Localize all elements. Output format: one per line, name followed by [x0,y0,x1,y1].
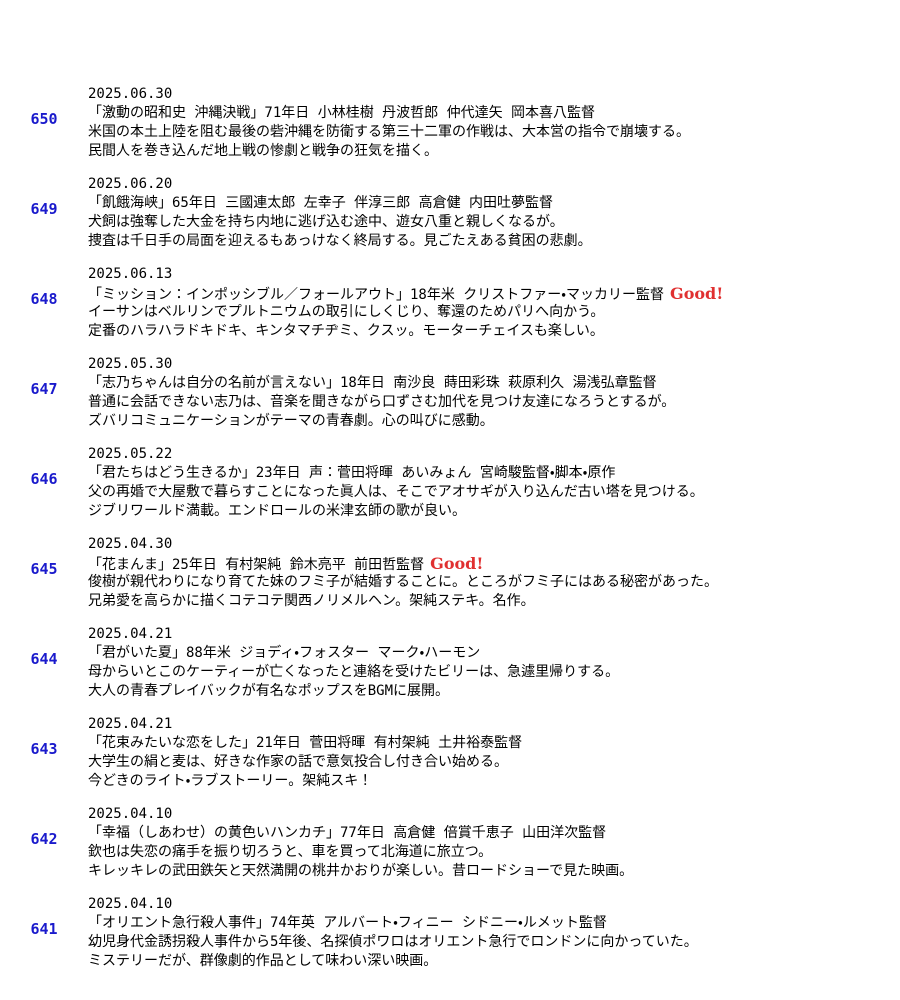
entry-number: 646 [30,470,58,488]
entry-number: 642 [30,830,58,848]
good-badge: Good! [670,284,724,303]
entry-date: 2025.04.10 [88,896,173,912]
entry-description: 母からいとこのケーティーが亡くなったと連絡を受けたビリーは、急遽里帰りする。 [88,664,620,680]
entry-date: 2025.04.21 [88,716,173,732]
entry-title-line: 「激動の昭和史 沖縄決戦」71年日 小林桂樹 丹波哲郎 仲代達矢 岡本喜八監督 [88,104,595,123]
entry-title: 「花束みたいな恋をした」21年日 菅田将暉 有村架純 土井裕泰監督 [88,735,523,751]
entry-number: 650 [30,110,58,128]
entry-description: ジブリワールド満載。エンドロールの米津玄師の歌が良い。 [88,503,466,519]
entry-description: 普通に会話できない志乃は、音楽を聞きながら口ずさむ加代を見つけ友達になろうとする… [88,394,676,410]
entry-date: 2025.06.13 [88,266,173,282]
entry-date: 2025.06.30 [88,86,173,102]
entry-number: 645 [30,560,58,578]
entry-description: 俊樹が親代わりになり育てた妹のフミ子が結婚することに。ところがフミ子にはある秘密… [88,574,718,590]
entry-number: 647 [30,380,58,398]
entry-date: 2025.04.10 [88,806,173,822]
entry-number: 641 [30,920,58,938]
entry-date: 2025.04.30 [88,536,173,552]
entry-date: 2025.05.22 [88,446,173,462]
entry-title-line: 「飢餓海峡」65年日 三國連太郎 左幸子 伴淳三郎 高倉健 内田吐夢監督 [88,194,553,213]
entry-title-line: 「君がいた夏」88年米 ジョディ・フォスター マーク・ハーモン [88,644,480,663]
entry-number: 649 [30,200,58,218]
entry: 642 2025.04.10 「幸福（しあわせ）の黄色いハンカチ」77年日 高倉健 … [0,805,900,895]
entry: 647 2025.05.30 「志乃ちゃんは自分の名前が言えない」18年日 南沙良 … [0,355,900,445]
entry-description: イーサンはベルリンでプルトニウムの取引にしくじり、奪還のためパリへ向かう。 [88,304,605,320]
entry: 641 2025.04.10 「オリエント急行殺人事件」74年英 アルバート・フィニ… [0,895,900,985]
entry-title: 「飢餓海峡」65年日 三國連太郎 左幸子 伴淳三郎 高倉健 内田吐夢監督 [88,195,553,211]
entry-description: キレッキレの武田鉄矢と天然満開の桃井かおりが楽しい。昔ロードショーで見た映画。 [88,863,634,879]
good-badge: Good! [430,554,484,573]
entry-number: 643 [30,740,58,758]
entry-title-line: 「オリエント急行殺人事件」74年英 アルバート・フィニー シドニー・ルメット監督 [88,914,607,933]
entry-list: 650 2025.06.30 「激動の昭和史 沖縄決戦」71年日 小林桂樹 丹波哲郎… [0,85,900,985]
entry-title-line: 「花まんま」25年日 有村架純 鈴木亮平 前田哲監督 Good! [88,554,483,573]
entry-title: 「ミッション：インポッシブル／フォールアウト」18年米 クリストファー・マッカリ… [88,287,665,303]
entry-title-line: 「志乃ちゃんは自分の名前が言えない」18年日 南沙良 蒔田彩珠 萩原利久 湯浅弘… [88,374,657,393]
entry-description: ズバリコミュニケーションがテーマの青春劇。心の叫びに感動。 [88,413,494,429]
entry-description: 兄弟愛を高らかに描くコテコテ関西ノリメルヘン。架純ステキ。名作。 [88,593,535,609]
entry-title-line: 「君たちはどう生きるか」23年日 声：菅田将暉 あいみょん 宮崎駿監督・脚本・原… [88,464,615,483]
entry-description: 欽也は失恋の痛手を振り切ろうと、車を買って北海道に旅立つ。 [88,844,493,860]
entry-date: 2025.04.21 [88,626,173,642]
entry-description: 幼児身代金誘拐殺人事件から5年後、名探偵ポワロはオリエント急行でロンドンに向かっ… [88,934,698,950]
entry-description: 定番のハラハラドキドキ、キンタマチヂミ、クスッ。モーターチェイスも楽しい。 [88,323,604,339]
entry-date: 2025.05.30 [88,356,173,372]
entry-date: 2025.06.20 [88,176,173,192]
entry-description: 米国の本土上陸を阻む最後の砦沖縄を防衛する第三十二軍の作戦は、大本営の指令で崩壊… [88,124,690,140]
entry-description: 大人の青春プレイバックが有名なポップスをBGMに展開。 [88,683,450,699]
entry: 649 2025.06.20 「飢餓海峡」65年日 三國連太郎 左幸子 伴淳三郎 高… [0,175,900,265]
entry-title: 「志乃ちゃんは自分の名前が言えない」18年日 南沙良 蒔田彩珠 萩原利久 湯浅弘… [88,375,657,391]
entry-title: 「花まんま」25年日 有村架純 鈴木亮平 前田哲監督 [88,557,425,573]
entry-description: ミステリーだが、群像劇的作品として味わい深い映画。 [88,953,438,969]
entry: 646 2025.05.22 「君たちはどう生きるか」23年日 声：菅田将暉 あいみ… [0,445,900,535]
entry-title-line: 「花束みたいな恋をした」21年日 菅田将暉 有村架純 土井裕泰監督 [88,734,522,753]
entry-description: 捜査は千日手の局面を迎えるもあっけなく終局する。見ごたえある貧困の悲劇。 [88,233,592,249]
entry-description: 大学生の絹と麦は、好きな作家の話で意気投合し付き合い始める。 [88,754,508,770]
entry-title: 「君たちはどう生きるか」23年日 声：菅田将暉 あいみょん 宮崎駿監督・脚本・原… [88,465,616,481]
entry-title-line: 「幸福（しあわせ）の黄色いハンカチ」77年日 高倉健 倍賞千恵子 山田洋次監督 [88,824,606,843]
entry-description: 犬飼は強奪した大金を持ち内地に逃げ込む途中、遊女八重と親しくなるが。 [88,214,564,230]
entry: 644 2025.04.21 「君がいた夏」88年米 ジョディ・フォスター マーク・… [0,625,900,715]
entry: 645 2025.04.30 「花まんま」25年日 有村架純 鈴木亮平 前田哲監督 G… [0,535,900,625]
entry-description: 民間人を巻き込んだ地上戦の惨劇と戦争の狂気を描く。 [88,143,438,159]
entry-title: 「君がいた夏」88年米 ジョディ・フォスター マーク・ハーモン [88,645,481,661]
entry-number: 644 [30,650,58,668]
entry-title: 「激動の昭和史 沖縄決戦」71年日 小林桂樹 丹波哲郎 仲代達矢 岡本喜八監督 [88,105,595,121]
entry-title: 「幸福（しあわせ）の黄色いハンカチ」77年日 高倉健 倍賞千恵子 山田洋次監督 [88,825,607,841]
entry-number: 648 [30,290,58,308]
entry-description: 今どきのライト・ラブストーリー。架純スキ！ [88,773,373,789]
entry-title: 「オリエント急行殺人事件」74年英 アルバート・フィニー シドニー・ルメット監督 [88,915,607,931]
entry: 643 2025.04.21 「花束みたいな恋をした」21年日 菅田将暉 有村架純 … [0,715,900,805]
entry: 648 2025.06.13 「ミッション：インポッシブル／フォールアウト」18年米… [0,265,900,355]
entry-description: 父の再婚で大屋敷で暮らすことになった眞人は、そこでアオサギが入り込んだ古い塔を見… [88,484,704,500]
entry-title-line: 「ミッション：インポッシブル／フォールアウト」18年米 クリストファー・マッカリ… [88,284,723,303]
entry: 650 2025.06.30 「激動の昭和史 沖縄決戦」71年日 小林桂樹 丹波哲郎… [0,85,900,175]
